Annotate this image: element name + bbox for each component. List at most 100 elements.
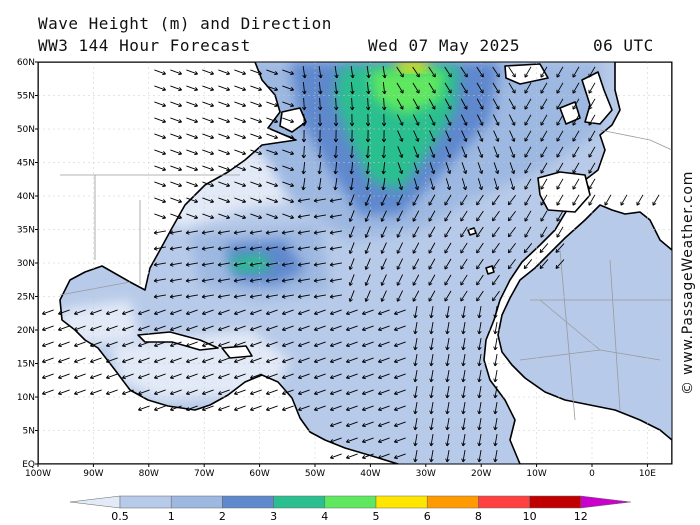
wave-arrow <box>378 309 390 316</box>
wave-arrow <box>412 194 420 206</box>
wave-arrow <box>539 243 549 253</box>
wave-arrow <box>493 178 500 191</box>
wave-arrow <box>348 194 355 206</box>
wave-arrow <box>266 149 278 156</box>
wave-arrow <box>90 309 102 316</box>
wave-arrow <box>412 98 420 110</box>
lon-label: 20W <box>471 469 491 479</box>
wave-arrow <box>282 309 294 316</box>
wave-arrow <box>317 129 323 143</box>
wave-arrow <box>217 230 230 235</box>
wave-arrow <box>428 258 436 270</box>
wave-arrow <box>493 130 500 142</box>
wave-arrow <box>153 278 166 283</box>
wave-arrow <box>154 181 166 188</box>
wave-arrow <box>556 194 564 206</box>
wave-arrow <box>346 325 358 332</box>
wave-arrow <box>540 82 548 94</box>
wave-arrow <box>170 325 182 332</box>
wave-arrow <box>170 69 182 76</box>
wave-arrow <box>349 177 354 191</box>
wave-arrow <box>58 325 70 332</box>
wave-arrow <box>396 290 404 302</box>
wave-arrow <box>362 357 374 364</box>
wave-arrow <box>445 130 452 142</box>
wave-arrow <box>445 306 450 319</box>
lat-label: 30N <box>17 259 35 269</box>
wave-arrow <box>508 82 516 94</box>
wave-arrow <box>364 242 371 254</box>
wave-arrow <box>524 146 532 158</box>
wave-arrow <box>317 177 322 191</box>
wave-arrow <box>461 178 468 191</box>
wave-arrow <box>58 389 70 396</box>
wave-arrow <box>218 325 230 332</box>
wave-arrow <box>428 66 436 78</box>
wave-arrow <box>170 149 182 156</box>
wave-arrow <box>477 306 482 319</box>
wave-arrow <box>394 405 406 412</box>
legend-swatch <box>222 495 274 509</box>
wave-arrow <box>540 226 548 238</box>
lon-label: 80W <box>139 469 159 479</box>
wave-arrow <box>378 437 390 444</box>
wave-arrow <box>461 306 466 319</box>
wave-arrow <box>154 325 166 332</box>
wave-arrow <box>460 210 468 222</box>
wave-arrow <box>218 101 230 108</box>
wave-arrow <box>364 210 371 222</box>
wave-arrow <box>362 341 374 348</box>
wave-arrow <box>445 338 450 351</box>
wave-arrow <box>313 246 326 251</box>
wave-arrow <box>170 197 182 204</box>
wave-arrow <box>429 450 434 463</box>
wave-arrow <box>234 309 246 316</box>
wave-arrow <box>397 178 404 191</box>
legend-swatch <box>119 495 172 509</box>
wave-arrow <box>234 213 246 220</box>
wave-arrow <box>477 418 482 431</box>
wave-arrow <box>396 226 404 238</box>
wave-arrow <box>412 114 420 126</box>
wave-arrow <box>444 98 452 110</box>
wave-arrow <box>250 213 262 220</box>
wave-arrow <box>364 258 371 270</box>
wave-arrow <box>346 453 358 460</box>
wave-arrow <box>507 258 516 270</box>
wave-arrow <box>508 98 516 110</box>
wave-arrow <box>330 405 342 412</box>
wave-arrow <box>429 338 434 351</box>
wave-arrow <box>572 98 580 110</box>
wave-arrow <box>539 259 549 269</box>
wave-arrow <box>460 194 468 206</box>
wave-arrow <box>461 386 466 399</box>
wave-arrow <box>313 262 326 267</box>
wave-arrow <box>170 101 182 108</box>
wave-arrow <box>297 294 310 299</box>
lat-label: 40N <box>17 192 35 202</box>
wave-arrow <box>588 146 596 158</box>
wave-arrow <box>233 294 246 299</box>
wave-arrow <box>461 418 466 431</box>
wave-arrow <box>461 434 466 447</box>
wave-arrow <box>202 357 214 364</box>
wave-arrow <box>477 370 482 383</box>
wave-arrow <box>509 146 516 158</box>
wave-arrow <box>493 162 500 175</box>
wave-arrow <box>202 149 214 156</box>
wave-arrow <box>234 165 246 172</box>
wave-arrow <box>378 357 390 364</box>
wave-arrow <box>556 162 564 174</box>
wave-arrow <box>396 82 404 94</box>
wave-arrow <box>201 278 214 283</box>
wave-arrow <box>477 386 482 399</box>
legend-tick-label: 6 <box>424 510 431 523</box>
wave-arrow <box>362 405 374 412</box>
wave-arrow <box>492 242 500 254</box>
legend-swatch <box>324 495 377 509</box>
wave-arrow <box>202 69 214 76</box>
wave-arrow <box>460 290 468 302</box>
wave-arrow <box>250 389 262 396</box>
wave-arrow <box>298 309 310 316</box>
